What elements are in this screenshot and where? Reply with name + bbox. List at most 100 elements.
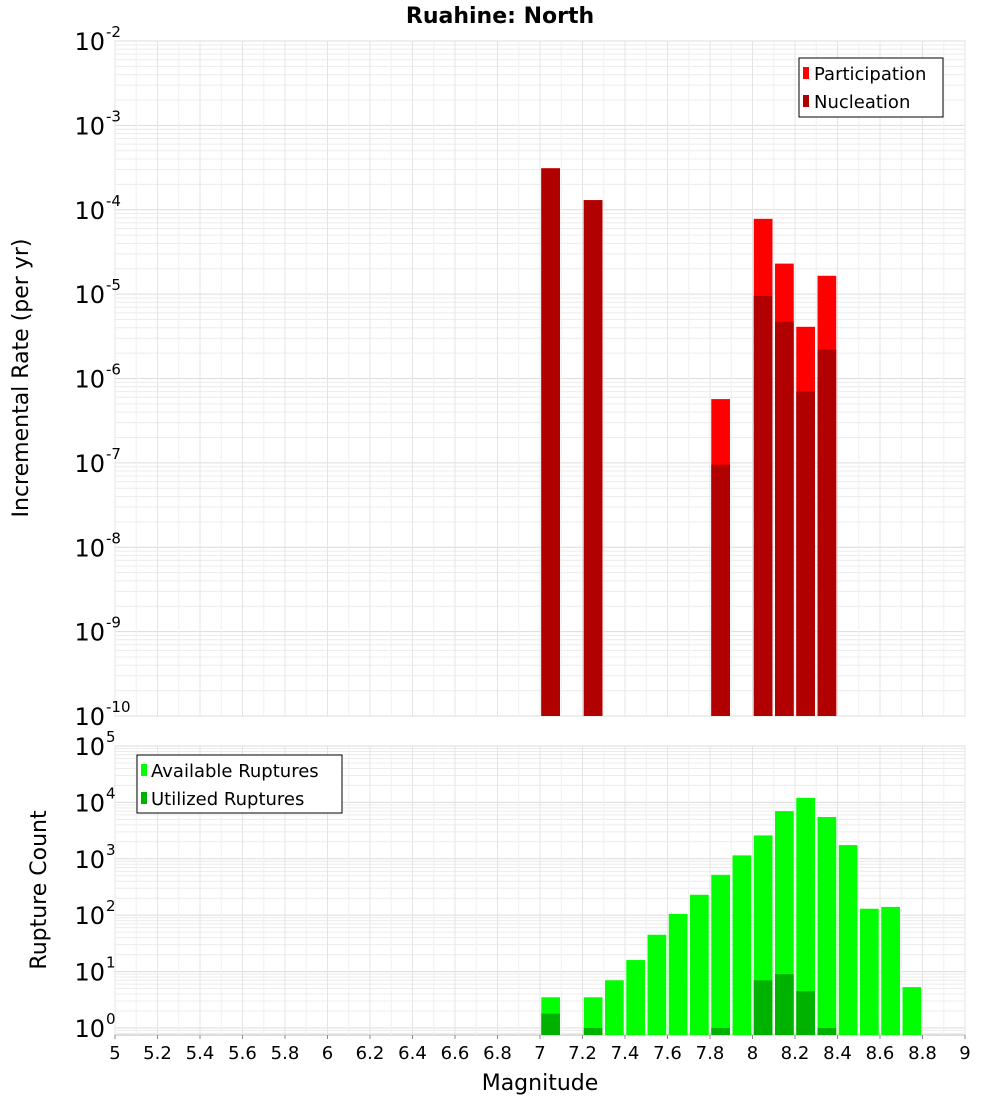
y-tick-exponent: -9	[106, 614, 121, 632]
y-tick-label: 10	[74, 959, 105, 987]
legend-swatch-available	[141, 764, 147, 776]
y-tick-exponent: 2	[106, 897, 116, 915]
count-bar-available-ruptures	[860, 908, 879, 1035]
y-tick-exponent: -3	[106, 107, 121, 125]
x-tick-label: 9	[959, 1043, 970, 1064]
y-tick-exponent: -5	[106, 276, 121, 294]
y-tick-label: 10	[74, 789, 105, 817]
legend-label-nucleation: Nucleation	[814, 92, 910, 113]
x-tick-label: 8.6	[866, 1043, 895, 1064]
x-tick-label: 7	[534, 1043, 545, 1064]
top-gridlines	[114, 40, 966, 717]
y-tick-exponent: -8	[106, 529, 121, 547]
y-tick-exponent: -2	[106, 23, 121, 41]
y-tick-exponent: -4	[106, 192, 121, 210]
rate-bar-nucleation	[583, 200, 603, 716]
x-tick-label: 6.2	[356, 1043, 385, 1064]
bottom-bars	[541, 797, 922, 1035]
legend-swatch-utilized	[141, 792, 147, 804]
x-tick-label: 5	[109, 1043, 120, 1064]
legend-label-participation: Participation	[814, 64, 926, 85]
count-bar-available-ruptures	[817, 817, 837, 1035]
x-tick-label: 7.8	[696, 1043, 725, 1064]
x-tick-labels: 5 5.2 5.4 5.6 5.8 6 6.2 6.4 6.6 6.8 7 7.2 7.4 7.6 7.8 8…	[109, 1035, 971, 1064]
count-bar-utilized-ruptures	[775, 974, 794, 1035]
y-tick-label: 10	[74, 28, 105, 56]
y-tick-label: 10	[74, 703, 105, 731]
top-legend: Participation Nucleation	[798, 57, 944, 118]
x-tick-label: 6.8	[483, 1043, 512, 1064]
count-bar-available-ruptures	[711, 874, 730, 1035]
y-tick-label: 10	[74, 450, 105, 478]
x-tick-label: 7.4	[611, 1043, 640, 1064]
rate-bar-nucleation	[753, 296, 773, 716]
count-bar-available-ruptures	[626, 960, 645, 1035]
rate-bar-nucleation	[541, 168, 560, 716]
x-tick-label: 8.2	[781, 1043, 810, 1064]
y-tick-exponent: 0	[106, 1010, 116, 1028]
y-tick-label: 10	[74, 733, 105, 761]
rate-bar-nucleation	[775, 321, 794, 716]
legend-swatch-nucleation	[803, 95, 809, 107]
count-bar-utilized-ruptures	[796, 991, 815, 1035]
x-tick-label: 7.2	[568, 1043, 597, 1064]
chart-title: Ruahine: North	[406, 4, 594, 29]
y-tick-label: 10	[74, 846, 105, 874]
y-tick-label: 10	[74, 281, 105, 309]
y-tick-label: 10	[74, 112, 105, 140]
bottom-legend: Available Ruptures Utilized Ruptures	[136, 754, 343, 814]
count-bar-utilized-ruptures	[541, 1013, 560, 1035]
count-bar-available-ruptures	[647, 934, 667, 1035]
top-y-axis-label: Incremental Rate (per yr)	[9, 239, 34, 518]
count-bar-available-ruptures	[732, 855, 752, 1035]
count-bar-available-ruptures	[605, 980, 624, 1035]
y-tick-label: 10	[74, 534, 105, 562]
x-tick-label: 8	[747, 1043, 758, 1064]
y-tick-label: 10	[74, 197, 105, 225]
x-tick-label: 8.4	[823, 1043, 852, 1064]
count-bar-utilized-ruptures	[753, 980, 773, 1035]
x-tick-label: 8.8	[908, 1043, 937, 1064]
x-tick-label: 5.4	[186, 1043, 215, 1064]
count-bar-available-ruptures	[881, 906, 900, 1035]
count-bar-available-ruptures	[796, 797, 815, 1035]
legend-label-utilized: Utilized Ruptures	[151, 789, 304, 810]
top-bars	[541, 168, 837, 716]
bottom-y-axis-label: Rupture Count	[27, 810, 52, 970]
count-bar-utilized-ruptures	[817, 1027, 837, 1035]
y-tick-exponent: 5	[106, 728, 116, 746]
rate-bar-nucleation	[711, 464, 730, 716]
x-tick-label: 5.6	[228, 1043, 257, 1064]
y-tick-exponent: 3	[106, 841, 116, 859]
x-axis-label: Magnitude	[482, 1071, 599, 1096]
y-tick-exponent: 4	[106, 784, 116, 802]
y-tick-exponent: -10	[106, 698, 131, 716]
count-bar-available-ruptures	[668, 913, 688, 1035]
x-tick-label: 6.6	[441, 1043, 470, 1064]
count-bar-utilized-ruptures	[583, 1027, 603, 1035]
rate-bar-nucleation	[796, 391, 815, 716]
count-bar-available-ruptures	[838, 845, 858, 1035]
count-bar-available-ruptures	[583, 997, 603, 1035]
y-tick-label: 10	[74, 366, 105, 394]
legend-swatch-participation	[803, 67, 809, 79]
x-tick-label: 6	[322, 1043, 333, 1064]
x-tick-label: 6.4	[398, 1043, 427, 1064]
top-legend-box	[798, 57, 944, 118]
y-tick-exponent: 1	[106, 954, 116, 972]
top-y-tick-labels: 10-210-310-410-510-610-710-810-910-10	[74, 23, 130, 731]
top-panel: 10-210-310-410-510-610-710-810-910-10 In…	[9, 23, 966, 731]
count-bar-available-ruptures	[902, 987, 922, 1035]
count-bar-utilized-ruptures	[711, 1027, 730, 1035]
legend-label-available: Available Ruptures	[151, 761, 319, 782]
rate-bar-nucleation	[817, 349, 837, 716]
x-tick-label: 5.2	[143, 1043, 172, 1064]
bottom-legend-box	[136, 754, 343, 814]
y-tick-label: 10	[74, 902, 105, 930]
x-tick-label: 7.6	[653, 1043, 682, 1064]
y-tick-exponent: -7	[106, 445, 121, 463]
y-tick-label: 10	[74, 619, 105, 647]
